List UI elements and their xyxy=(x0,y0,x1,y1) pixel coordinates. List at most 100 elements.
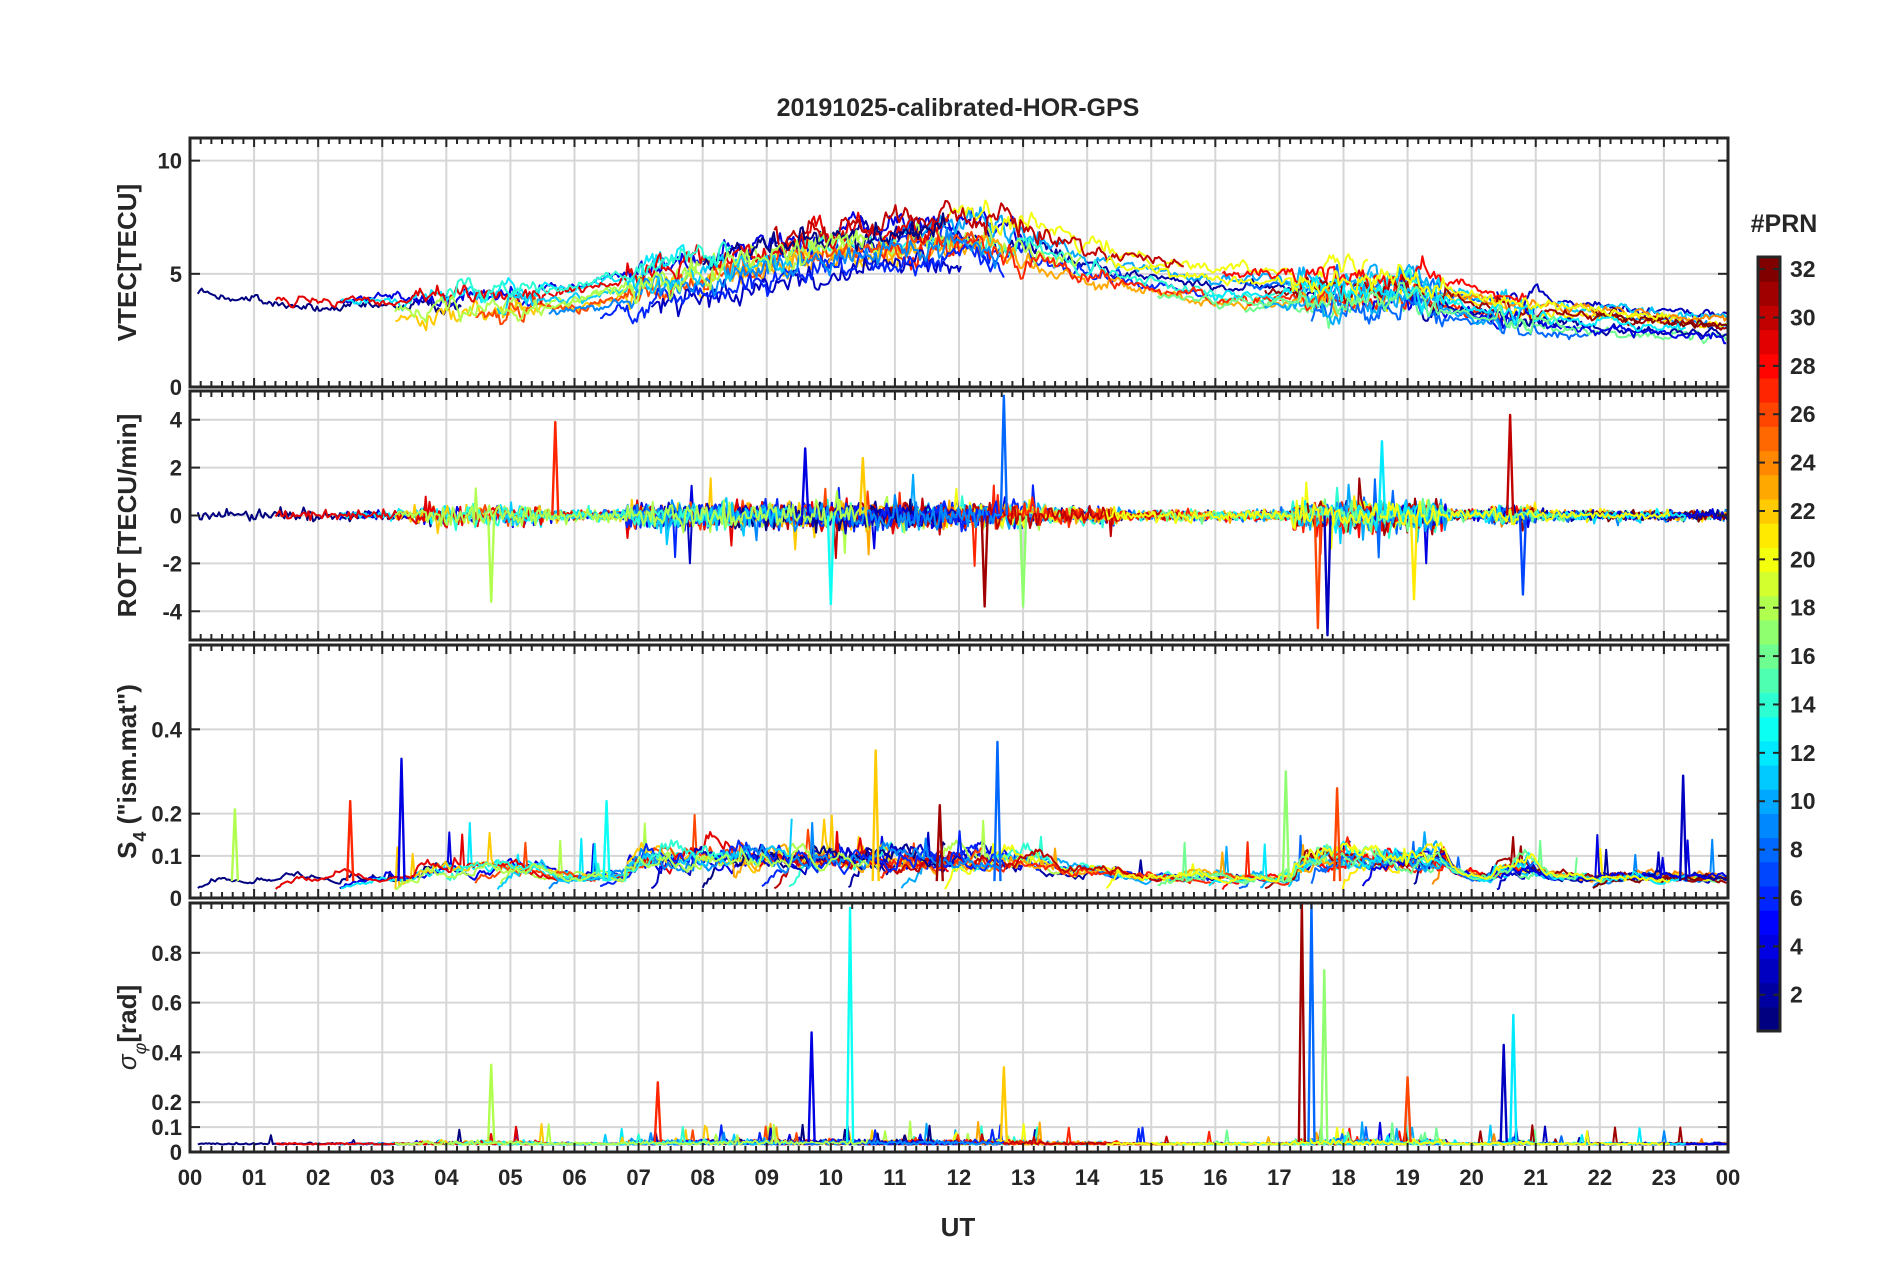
y-tick-label: 10 xyxy=(158,149,182,174)
peak-spike xyxy=(1018,515,1028,608)
colorbar-band xyxy=(1758,426,1780,452)
y-axis-label-base: σ xyxy=(112,1053,142,1070)
colorbar-band xyxy=(1758,498,1780,524)
series-line-prn-10 xyxy=(900,206,1452,309)
colorbar-band xyxy=(1758,329,1780,355)
colorbar-band xyxy=(1758,813,1780,839)
y-tick-label: 5 xyxy=(170,262,182,287)
x-ticks xyxy=(189,138,1729,387)
series-group xyxy=(197,903,1728,1146)
x-tick-label: 03 xyxy=(370,1165,394,1190)
y-axis-label-sigma: σφ[rad] xyxy=(112,985,150,1070)
y-tick-label: 0.8 xyxy=(151,941,182,966)
panel-s4: 00.10.20.4S4 ("ism.mat") xyxy=(112,643,1730,911)
colorbar-band xyxy=(1758,958,1780,984)
colorbar-band xyxy=(1758,377,1780,403)
x-ticks xyxy=(189,645,1729,898)
chart-title: 20191025-calibrated-HOR-GPS xyxy=(777,94,1140,122)
series-line-prn-11 xyxy=(496,497,793,546)
colorbar-tick-label: 4 xyxy=(1790,933,1803,959)
series-group xyxy=(197,740,1728,891)
y-axis-label-rot: ROT [TECU/min] xyxy=(112,414,142,618)
colorbar-tick-label: 10 xyxy=(1790,788,1816,814)
peak-spike xyxy=(1377,440,1387,516)
series-group xyxy=(196,394,1728,637)
colorbar-tick-label: 22 xyxy=(1790,498,1816,524)
colorbar-band xyxy=(1758,305,1780,331)
peak-spike xyxy=(346,799,355,882)
colorbar-band xyxy=(1758,450,1780,476)
x-tick-label: 23 xyxy=(1652,1165,1676,1190)
x-tick-label: 22 xyxy=(1588,1165,1612,1190)
colorbar-band xyxy=(1758,934,1780,960)
colorbar-band xyxy=(1758,982,1780,1008)
y-tick-label: 0.2 xyxy=(151,802,182,827)
x-tick-label: 18 xyxy=(1331,1165,1355,1190)
colorbar-frame xyxy=(1756,255,1782,1033)
colorbar-band xyxy=(1758,789,1780,814)
peak-spike xyxy=(858,456,868,516)
series-line-prn-18 xyxy=(394,487,869,534)
y-tick-label: 0.4 xyxy=(151,1040,182,1065)
x-tick-label: 21 xyxy=(1524,1165,1548,1190)
peak-spike xyxy=(993,740,1002,882)
y-tick-label: 0 xyxy=(170,886,182,911)
colorbar-band xyxy=(1758,692,1780,718)
peak-spike xyxy=(845,906,855,1143)
peak-spike xyxy=(602,799,611,882)
y-tick-label: 0.6 xyxy=(151,991,182,1016)
colorbar-tick-label: 26 xyxy=(1790,401,1816,427)
peak-spike xyxy=(230,808,240,882)
x-tick-label: 05 xyxy=(498,1165,522,1190)
peak-spike xyxy=(551,420,560,516)
colorbar-band xyxy=(1758,910,1780,935)
colorbar-band xyxy=(1758,523,1780,548)
colorbar-tick-label: 28 xyxy=(1790,353,1816,379)
colorbar-tick-label: 6 xyxy=(1790,885,1803,911)
peak-spike xyxy=(1332,787,1342,882)
x-tick-label: 09 xyxy=(755,1165,779,1190)
y-axis-label-sub: φ xyxy=(130,1042,150,1054)
peak-spike xyxy=(807,1031,816,1143)
peak-spike xyxy=(653,1081,663,1143)
x-tick-label: 01 xyxy=(242,1165,266,1190)
y-tick-label: 0.4 xyxy=(151,717,182,742)
x-tick-label: 00 xyxy=(1716,1165,1740,1190)
peak-spike xyxy=(1499,1043,1508,1143)
series-line-prn-20 xyxy=(1106,1129,1671,1146)
x-tick-label: 20 xyxy=(1459,1165,1483,1190)
series-line-prn-9 xyxy=(548,227,1002,316)
peak-spike xyxy=(486,515,496,603)
colorbar-tick-label: 24 xyxy=(1790,450,1816,476)
colorbar-band xyxy=(1758,571,1780,597)
peak-spike xyxy=(1297,903,1307,1143)
x-tick-label: 15 xyxy=(1139,1165,1163,1190)
colorbar-tick-label: 16 xyxy=(1790,643,1816,669)
colorbar-band xyxy=(1758,281,1780,306)
peak-spike xyxy=(1313,515,1323,630)
peak-spike xyxy=(999,394,1009,516)
x-tick-label: 19 xyxy=(1395,1165,1419,1190)
series-line-prn-32 xyxy=(1592,307,1728,329)
colorbar-band xyxy=(1758,547,1780,573)
panel-sigma: 00.10.20.40.60.8σφ[rad]00 01 02 03 04 05 06 07 0… xyxy=(112,901,1740,1190)
y-tick-label: 0 xyxy=(170,1140,182,1165)
y-tick-label: 0.1 xyxy=(151,1115,182,1140)
colorbar-band xyxy=(1758,619,1780,645)
colorbar-band xyxy=(1758,595,1780,621)
peak-spike xyxy=(980,515,989,608)
grid xyxy=(190,903,1728,1152)
colorbar-tick-label: 20 xyxy=(1790,546,1816,572)
peak-spike xyxy=(397,757,406,882)
peak-spike xyxy=(1509,1013,1518,1143)
x-ticks xyxy=(189,903,1729,1152)
colorbar-band xyxy=(1758,1006,1780,1032)
peak-spike xyxy=(801,447,810,516)
y-tick-label: 4 xyxy=(170,408,183,433)
series-line-prn-20 xyxy=(1105,841,1671,890)
series-line-prn-23 xyxy=(731,233,1339,318)
y-axis-label-rest: ("ism.mat") xyxy=(112,684,142,831)
colorbar-band xyxy=(1758,740,1780,766)
grid xyxy=(190,645,1728,898)
series-line-prn-14 xyxy=(445,241,732,304)
